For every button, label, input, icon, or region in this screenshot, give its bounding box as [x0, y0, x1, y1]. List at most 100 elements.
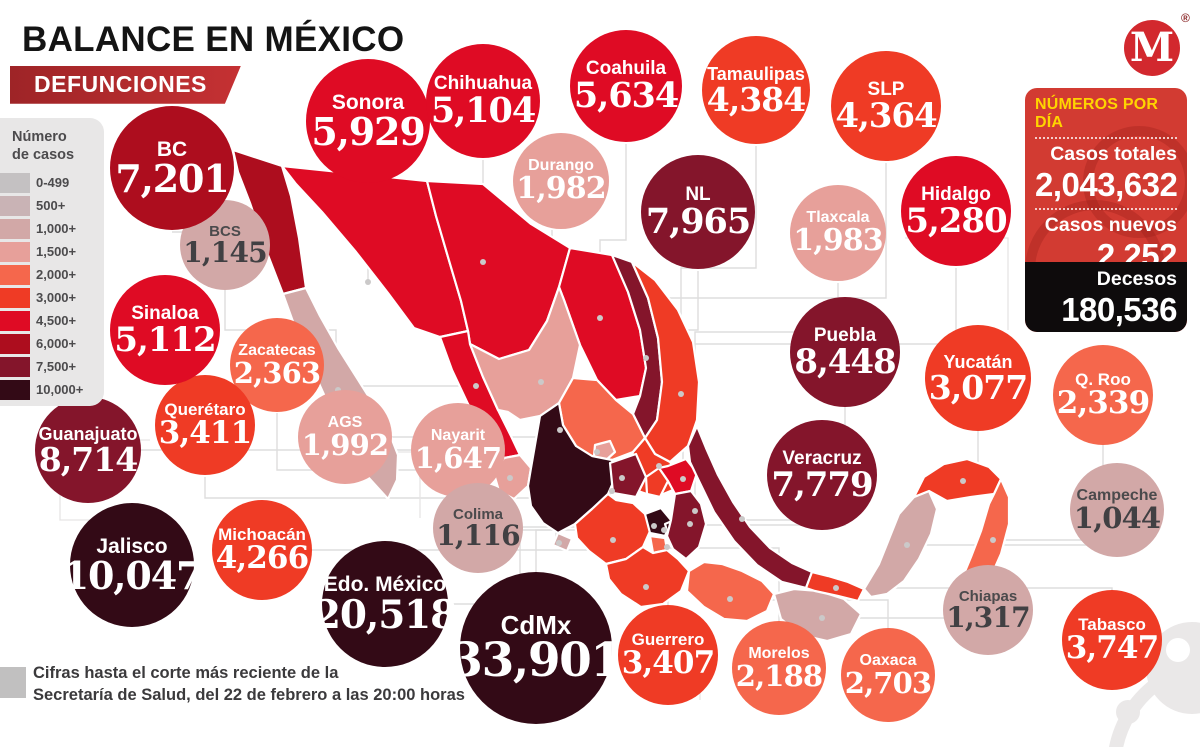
state-deaths-value: 3,407: [621, 645, 715, 682]
legend-item-500: 500+: [0, 194, 104, 217]
bubble-campeche: Campeche 1,044: [1070, 463, 1164, 557]
milenio-logo[interactable]: M: [1124, 20, 1180, 76]
state-deaths-value: 7,779: [771, 464, 873, 505]
state-name: NL: [685, 184, 711, 206]
state-deaths-value: 3,411: [158, 415, 252, 452]
state-deaths-value: 1,982: [516, 171, 606, 207]
state-name: Campeche: [1076, 486, 1158, 504]
legend-item-10-000: 10,000+: [0, 378, 104, 401]
state-name: Oaxaca: [859, 651, 917, 669]
state-name: Hidalgo: [921, 183, 991, 205]
legend-label: 1,500+: [36, 244, 77, 260]
bubble-sonora: Sonora 5,929: [306, 59, 430, 183]
legend-title: Número de casos: [12, 129, 75, 163]
bubble-coahuila: Coahuila 5,634: [570, 30, 682, 142]
legend-swatch: [0, 241, 30, 262]
map-state-sinaloa: [438, 329, 522, 460]
state-name: Tabasco: [1078, 615, 1146, 635]
legend-item-1-500: 1,500+: [0, 240, 104, 263]
state-deaths-value: 1,983: [793, 223, 883, 259]
state-name: Coahuila: [585, 58, 667, 80]
state-deaths-value: 10,047: [62, 552, 203, 598]
dotted-divider: [1035, 207, 1177, 210]
legend-swatch: [0, 172, 30, 193]
bubble-edo-m-xico: Edo. México 20,518: [314, 541, 457, 667]
state-name: Chiapas: [958, 587, 1018, 605]
title-emphasis: MÉXICO: [264, 20, 405, 59]
legend-item-6-000: 6,000+: [0, 332, 104, 355]
total-cases-label: Casos totales: [1050, 143, 1177, 165]
bubble-oaxaca: Oaxaca 2,703: [841, 628, 935, 722]
bubble-durango: Durango 1,982: [513, 133, 609, 229]
legend-panel: Número de casos 0-499 500+ 1,000+ 1,500+ 2,0…: [0, 118, 104, 406]
legend-label: 1,000+: [36, 221, 77, 237]
page-title: BALANCE EN MÉXICO: [22, 20, 405, 59]
bubble-morelos: Morelos 2,188: [732, 621, 826, 715]
state-name: Veracruz: [782, 447, 862, 469]
deaths-section: Decesos 180,536: [1025, 262, 1187, 332]
legend-swatch: [0, 379, 30, 400]
defunciones-badge: DEFUNCIONES: [10, 66, 241, 104]
bubble-tlaxcala: Tlaxcala 1,983: [790, 185, 886, 281]
state-deaths-value: 7,201: [115, 155, 229, 201]
bubble-tamaulipas: Tamaulipas 4,384: [702, 36, 810, 144]
bubble-guerrero: Guerrero 3,407: [618, 605, 718, 705]
bubble-nl: NL 7,965: [641, 155, 755, 269]
state-name: Q. Roo: [1075, 370, 1131, 390]
state-deaths-value: 1,044: [1073, 500, 1161, 535]
map-state-ags: [592, 439, 617, 463]
state-name: Sinaloa: [131, 302, 199, 324]
new-cases-label: Casos nuevos: [1044, 213, 1177, 236]
legend-swatch: [0, 287, 30, 308]
state-deaths-value: 5,104: [430, 90, 536, 132]
state-name: Edo. México: [323, 573, 447, 597]
state-name: Chihuahua: [433, 73, 533, 95]
state-deaths-value: 2,363: [233, 355, 321, 390]
state-name: Jalisco: [96, 534, 168, 558]
bubble-puebla: Puebla 8,448: [790, 297, 900, 407]
state-name: Morelos: [748, 644, 810, 662]
bubble-chihuahua: Chihuahua 5,104: [426, 44, 540, 158]
state-name: BC: [156, 137, 188, 161]
legend-label: 4,500+: [36, 313, 77, 329]
legend-swatch: [0, 218, 30, 239]
state-name: BCS: [209, 222, 241, 240]
state-deaths-value: 5,929: [311, 108, 425, 154]
legend-swatch: [0, 310, 30, 331]
map-state-puebla: [665, 489, 708, 561]
legend-item-7-500: 7,500+: [0, 355, 104, 378]
legend-label: 0-499: [36, 175, 70, 191]
state-deaths-value: 4,364: [835, 95, 937, 136]
state-deaths-value: 1,145: [183, 235, 267, 269]
deaths-label: Decesos: [1096, 268, 1177, 290]
state-deaths-value: 33,901: [450, 633, 623, 689]
bubble-q-roo: Q. Roo 2,339: [1053, 345, 1153, 445]
legend-item-2-000: 2,000+: [0, 263, 104, 286]
state-name: Sonora: [331, 90, 405, 114]
registered-mark: ®: [1181, 11, 1190, 25]
state-name: Yucatán: [943, 351, 1013, 372]
bubble-colima: Colima 1,116: [433, 483, 523, 573]
map-state-colima: [551, 531, 574, 553]
state-deaths-value: 7,965: [645, 201, 751, 243]
bubble-hidalgo: Hidalgo 5,280: [901, 156, 1011, 266]
legend-item-4-500: 4,500+: [0, 309, 104, 332]
state-name: Tlaxcala: [806, 209, 870, 227]
title-prefix: BALANCE EN: [22, 20, 255, 59]
bubble-jalisco: Jalisco 10,047: [63, 503, 202, 627]
state-name: CdMx: [500, 610, 572, 641]
state-deaths-value: 1,116: [436, 518, 520, 552]
state-name: AGS: [327, 413, 363, 431]
bubble-chiapas: Chiapas 1,317: [943, 565, 1033, 655]
state-deaths-value: 5,280: [905, 200, 1007, 241]
legend-swatch: [0, 333, 30, 354]
bubble-sinaloa: Sinaloa 5,112: [110, 275, 220, 385]
state-name: Michoacán: [218, 525, 306, 545]
legend-label: 3,000+: [36, 290, 77, 306]
state-name: Tamaulipas: [707, 63, 805, 84]
milenio-m-icon: M: [1129, 24, 1175, 71]
source-note: Cifras hasta el corte más reciente de la…: [0, 663, 465, 707]
map-state-quer-taro: [644, 466, 670, 499]
legend-swatch: [0, 356, 30, 377]
